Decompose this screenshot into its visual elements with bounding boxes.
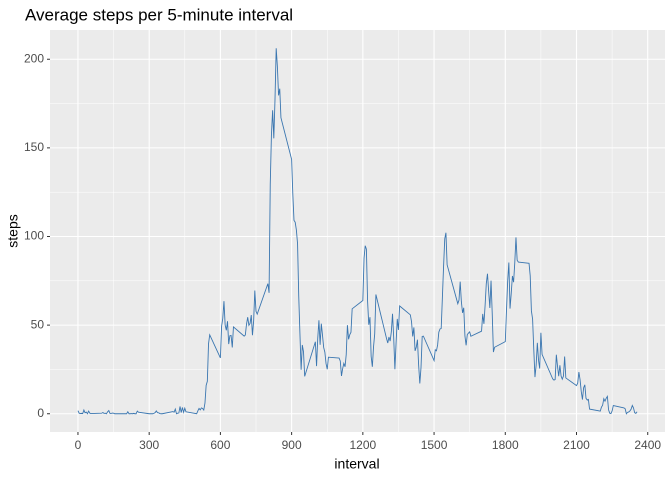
- x-tick-label: 2100: [563, 438, 590, 452]
- x-tick-label: 300: [139, 438, 159, 452]
- x-tick-label: 900: [282, 438, 302, 452]
- x-tick-label: 0: [75, 438, 82, 452]
- y-tick-label: 0: [37, 406, 44, 420]
- x-tick-label: 1200: [349, 438, 376, 452]
- x-tick-label: 2400: [634, 438, 661, 452]
- x-tick-label: 1800: [492, 438, 519, 452]
- x-axis-title: interval: [334, 456, 379, 472]
- y-tick-label: 50: [31, 317, 45, 331]
- x-tick-label: 600: [210, 438, 230, 452]
- chart-title: Average steps per 5-minute interval: [25, 5, 293, 24]
- y-tick-label: 100: [24, 229, 44, 243]
- y-axis-title: steps: [5, 214, 21, 247]
- panel: [50, 30, 665, 432]
- data-line: [77, 48, 638, 415]
- y-tick-label: 150: [24, 140, 44, 154]
- y-tick-label: 200: [24, 51, 44, 65]
- x-tick-label: 1500: [421, 438, 448, 452]
